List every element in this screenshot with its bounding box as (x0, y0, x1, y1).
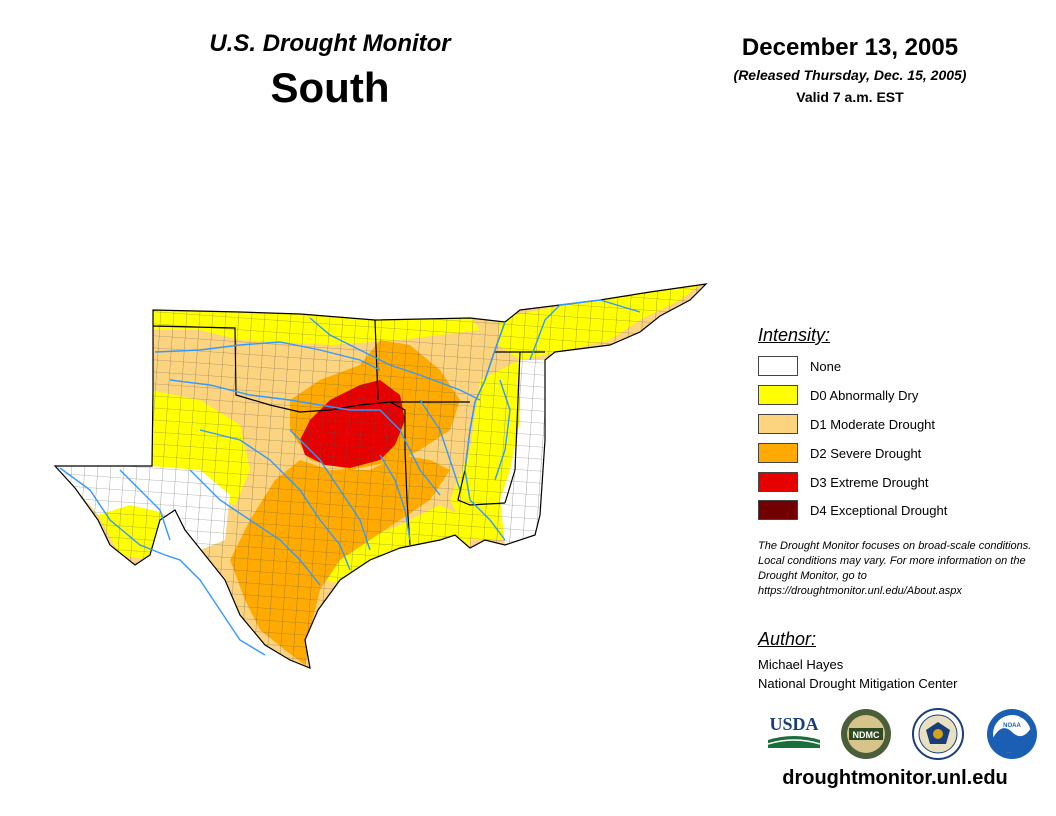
usda-logo: USDA (767, 714, 821, 748)
legend-label: D3 Extreme Drought (810, 474, 929, 490)
tennessee-river (529, 299, 641, 361)
mississippi-river (464, 321, 506, 541)
legend-label: D2 Severe Drought (810, 445, 922, 461)
legend-swatch (758, 414, 798, 434)
rio-grande (59, 467, 266, 656)
map-date: December 13, 2005 (741, 34, 959, 61)
colorado-river (189, 469, 321, 586)
ouachita-river (419, 399, 461, 491)
author-heading: Author: (758, 629, 817, 649)
author-organization: National Drought Mitigation Center (758, 676, 958, 691)
county-boundaries (55, 284, 706, 668)
usda-logo-text: USDA (769, 714, 818, 734)
legend-swatch (758, 500, 798, 520)
legend-label: None (810, 358, 842, 374)
legend-title: Intensity: (758, 325, 831, 345)
region-title: South (270, 64, 390, 111)
legend-item: D4 Exceptional Drought (758, 499, 947, 521)
oklahoma-texas-border (152, 325, 406, 450)
drought-map (53, 283, 708, 669)
ndmc-logo-text: NDMC (853, 730, 880, 740)
sabine-river (379, 454, 411, 541)
region-outline (53, 283, 708, 669)
legend-swatch (758, 385, 798, 405)
website-url[interactable]: droughtmonitor.unl.edu (782, 767, 1008, 789)
oklahoma-arkansas-border (374, 319, 379, 401)
disclaimer-text: The Drought Monitor focuses on broad-sca… (758, 540, 1032, 597)
pecos-river (119, 469, 171, 541)
mississippi-alabama-border (504, 351, 521, 504)
valid-time: Valid 7 a.m. EST (796, 89, 904, 105)
doc-seal-logo (912, 708, 964, 760)
legend-item: D2 Severe Drought (758, 442, 921, 464)
legend-swatch (758, 443, 798, 463)
noaa-logo: NOAA (987, 709, 1037, 759)
legend-item: None (758, 355, 841, 377)
legend-label: D4 Exceptional Drought (810, 502, 948, 518)
brazos-river (199, 429, 351, 571)
rivers (59, 299, 641, 656)
legend-swatch (758, 356, 798, 376)
noaa-logo-text: NOAA (1003, 723, 1021, 729)
legend-swatch (758, 472, 798, 492)
release-date: (Released Thursday, Dec. 15, 2005) (733, 67, 967, 83)
author-name: Michael Hayes (758, 657, 844, 672)
legend-label: D1 Moderate Drought (810, 416, 936, 432)
arkansas-river (309, 317, 481, 401)
legend-item: D1 Moderate Drought (758, 413, 935, 435)
yazoo-river (494, 379, 511, 481)
legend-item: D3 Extreme Drought (758, 471, 929, 493)
map-subtitle: U.S. Drought Monitor (209, 30, 451, 57)
legend-item: D0 Abnormally Dry (758, 384, 918, 406)
canadian-river (154, 341, 381, 371)
red-river (169, 379, 441, 496)
legend-label: D0 Abnormally Dry (810, 387, 919, 403)
trinity-river (289, 429, 371, 551)
ndmc-logo: NDMC (841, 709, 891, 759)
